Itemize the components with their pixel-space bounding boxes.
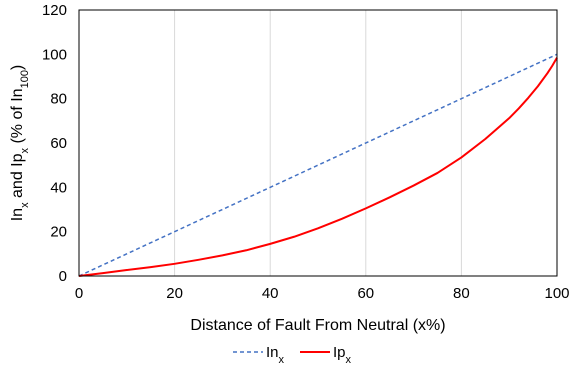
series-line-1 (78, 57, 558, 277)
y-tick-label-5: 100 (42, 46, 67, 63)
x-tick-label-1: 20 (166, 285, 183, 302)
y-axis-title: Inx and Ipx (% of In100) (9, 65, 31, 222)
series-lines (78, 53, 558, 277)
legend: Inx Ipx (233, 344, 352, 366)
x-tick-label-5: 100 (544, 285, 569, 302)
legend-label-0: Inx (266, 344, 285, 366)
y-tick-label-1: 20 (50, 224, 67, 241)
plot-area-frame (78, 9, 558, 277)
y-tick-label-6: 120 (42, 2, 67, 19)
legend-label-1: Ipx (333, 344, 352, 366)
y-tick-label-4: 80 (50, 91, 67, 108)
x-tick-label-3: 60 (357, 285, 374, 302)
x-tick-label-2: 40 (262, 285, 279, 302)
y-tick-label-0: 0 (59, 268, 67, 285)
x-axis-title: Distance of Fault From Neutral (x%) (190, 317, 445, 334)
series-line-0 (78, 53, 558, 277)
x-tick-label-4: 80 (453, 285, 470, 302)
x-tick-label-0: 0 (75, 285, 83, 302)
y-tick-label-3: 60 (50, 135, 67, 152)
y-tick-label-2: 40 (50, 179, 67, 196)
y-axis-tick-labels: 0 20 40 60 80 100 120 (42, 2, 67, 285)
grid-lines (174, 10, 462, 276)
x-axis-tick-labels: 0 20 40 60 80 100 (75, 285, 570, 302)
